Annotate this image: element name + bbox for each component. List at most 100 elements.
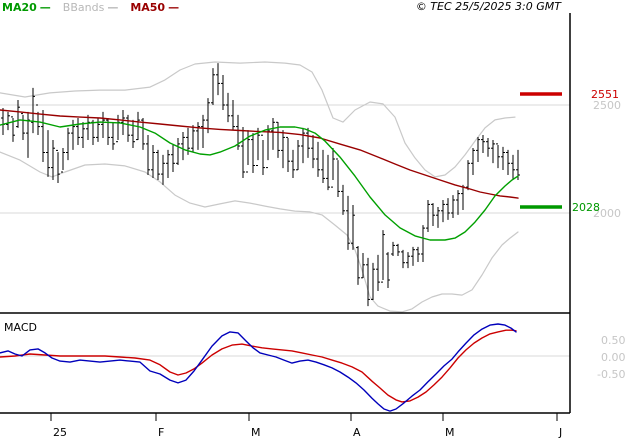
bollinger-upper-line xyxy=(0,61,516,178)
ohlc-bar xyxy=(286,136,290,172)
ohlc-bar xyxy=(266,125,270,169)
ohlc-bar xyxy=(196,122,200,150)
signal-line xyxy=(0,329,517,403)
ohlc-bar xyxy=(416,246,420,262)
legend-ma20-dash: — xyxy=(39,1,51,14)
ohlc-bar xyxy=(466,160,470,191)
ohlc-bar xyxy=(201,114,205,148)
macd-line xyxy=(0,323,517,412)
legend-ma20: MA20— xyxy=(2,1,51,14)
ma50-line xyxy=(0,109,519,199)
ohlc-bar xyxy=(61,148,65,173)
ohlc-bar xyxy=(191,125,195,153)
ohlc-bar xyxy=(156,149,160,180)
ohlc-bar xyxy=(216,63,220,96)
ohlc-bar xyxy=(176,138,180,165)
ohlc-bar xyxy=(391,241,395,256)
legend-bbands-dash: — xyxy=(107,1,119,14)
x-axis-label: F xyxy=(158,426,164,439)
ohlc-bar xyxy=(151,145,155,178)
ohlc-bar xyxy=(241,127,245,178)
ohlc-bar xyxy=(376,254,380,291)
ohlc-bar xyxy=(341,184,345,215)
ohlc-bar xyxy=(51,140,55,180)
ohlc-bar xyxy=(346,195,350,250)
ohlc-bar xyxy=(401,249,405,269)
ohlc-bar xyxy=(386,252,390,288)
ohlc-bar xyxy=(171,145,175,172)
ohlc-bar xyxy=(121,110,125,135)
ohlc-bar xyxy=(436,207,440,228)
ohlc-bar xyxy=(281,130,285,169)
ohlc-bar xyxy=(481,135,485,153)
ohlc-bar xyxy=(426,200,430,232)
ohlc-bar xyxy=(91,119,95,145)
resistance-level-label: 2551 xyxy=(591,88,619,101)
ohlc-bar xyxy=(431,203,435,226)
ohlc-bar xyxy=(26,111,30,158)
ohlc-bar xyxy=(421,225,425,262)
ohlc-bar xyxy=(21,113,25,140)
ohlc-bar xyxy=(41,110,45,162)
support-level-label: 2028 xyxy=(572,201,600,214)
ohlc-bar xyxy=(306,127,310,158)
macd-axis-label: -0.50 xyxy=(597,368,625,381)
ohlc-bar xyxy=(261,134,265,175)
ohlc-bar xyxy=(226,92,230,123)
ohlc-bar xyxy=(126,114,130,142)
legend-bbands-label: BBands xyxy=(62,1,105,14)
ohlc-bar xyxy=(31,87,35,134)
ohlc-bar xyxy=(86,114,90,140)
ohlc-bar xyxy=(501,146,505,170)
price-grid-label: 2500 xyxy=(593,99,621,112)
ohlc-bar xyxy=(6,111,10,131)
ohlc-bar xyxy=(311,135,315,169)
ohlc-bar xyxy=(76,118,80,145)
ohlc-bar xyxy=(141,118,145,150)
ohlc-bar xyxy=(351,205,355,250)
ohlc-bar xyxy=(326,154,330,191)
x-axis-label: M xyxy=(251,426,261,439)
ohlc-bar xyxy=(206,98,210,134)
ohlc-bar xyxy=(406,252,410,269)
ohlc-bar xyxy=(246,130,250,173)
ohlc-bar xyxy=(486,138,490,157)
ohlc-bar xyxy=(371,262,375,300)
ohlc-bar xyxy=(301,127,305,164)
ohlc-bar xyxy=(231,100,235,131)
ohlc-bar xyxy=(331,148,335,188)
ohlc-bar xyxy=(36,104,40,135)
ohlc-bar xyxy=(271,118,275,150)
ohlc-bar xyxy=(476,137,480,162)
chart-legend: MA20— BBands — MA50— xyxy=(2,1,179,14)
legend-bbands: BBands — xyxy=(63,1,119,14)
macd-axis-label: 0.50 xyxy=(601,334,626,347)
ohlc-bar xyxy=(471,148,475,175)
legend-ma50: MA50— xyxy=(130,1,179,14)
ohlc-bar xyxy=(146,135,150,175)
ohlc-bar xyxy=(16,100,20,128)
legend-ma50-dash: — xyxy=(168,1,180,14)
legend-ma50-label: MA50 xyxy=(130,1,166,14)
copyright-text: © TEC 25/5/2025 3:0 GMT xyxy=(415,0,561,13)
ohlc-bar xyxy=(441,200,445,223)
x-axis-label: 25 xyxy=(53,426,67,439)
ohlc-bar xyxy=(221,75,225,110)
ohlc-bar xyxy=(181,132,185,161)
price-grid-label: 2000 xyxy=(593,207,621,220)
bollinger-lower-line xyxy=(0,151,519,313)
ohlc-bar xyxy=(336,158,340,197)
ohlc-bar xyxy=(411,246,415,266)
ohlc-bar xyxy=(316,141,320,177)
ohlc-bar xyxy=(296,140,300,171)
ohlc-bar xyxy=(456,190,460,215)
ohlc-bar xyxy=(131,119,135,148)
ohlc-bar xyxy=(356,246,360,285)
ohlc-bar xyxy=(101,111,105,138)
ohlc-bar xyxy=(516,149,520,180)
ohlc-bar xyxy=(461,184,465,210)
ohlc-bar xyxy=(451,195,455,218)
ohlc-bar xyxy=(56,149,60,183)
